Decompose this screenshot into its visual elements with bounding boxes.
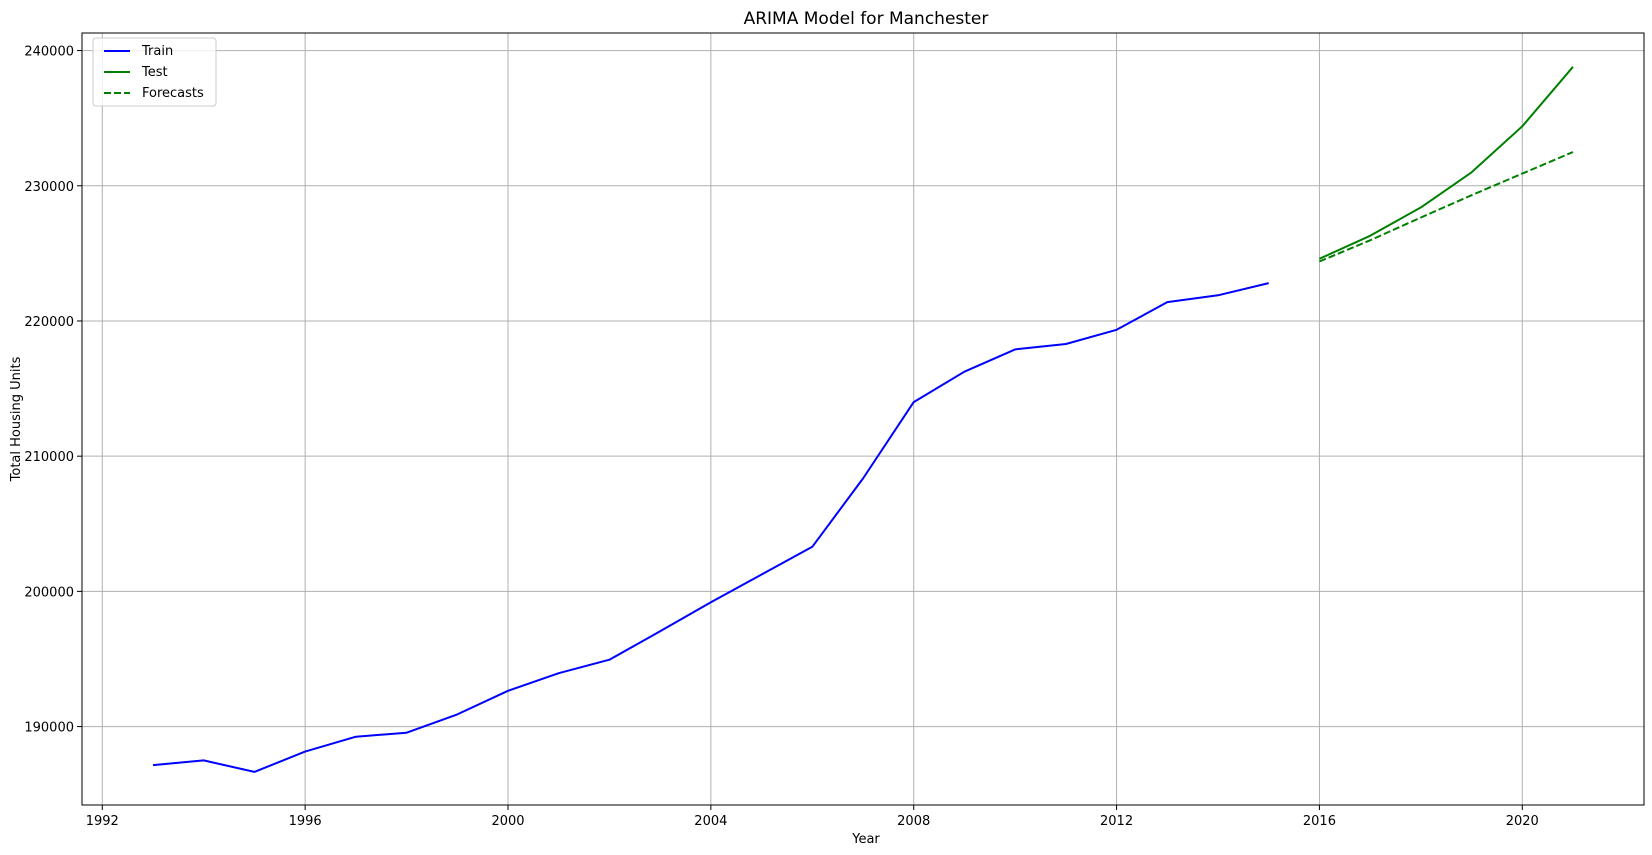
y-tick-label: 200000: [24, 585, 74, 600]
x-tick-label: 2016: [1303, 814, 1336, 829]
series-line-forecasts: [1319, 151, 1574, 263]
x-tick-label: 1996: [289, 814, 322, 829]
y-axis-label: Total Housing Units: [9, 356, 24, 482]
x-tick-label: 2000: [491, 814, 524, 829]
legend-frame: [92, 37, 217, 107]
y-tick-label: 190000: [24, 721, 74, 736]
x-axis-label: Year: [851, 832, 880, 847]
x-tick-label: 1992: [86, 814, 119, 829]
plot-area-frame: [81, 32, 1645, 806]
legend-label-train: Train: [141, 44, 173, 59]
y-tick-label: 210000: [24, 450, 74, 465]
x-tick-label: 2004: [694, 814, 727, 829]
y-axis: 190000 200000 210000 220000 230000 240000: [24, 45, 82, 736]
legend: Train Test Forecasts: [92, 37, 217, 107]
y-tick-label: 240000: [24, 45, 74, 60]
legend-label-forecasts: Forecasts: [142, 86, 204, 101]
x-tick-label: 2008: [897, 814, 930, 829]
series-line-train: [152, 282, 1269, 773]
x-tick-label: 2020: [1506, 814, 1539, 829]
legend-label-test: Test: [141, 65, 168, 80]
x-tick-label: 2012: [1100, 814, 1133, 829]
chart-title: ARIMA Model for Manchester: [744, 9, 989, 29]
y-tick-label: 220000: [24, 315, 74, 330]
y-tick-label: 230000: [24, 180, 74, 195]
series-layer: [152, 66, 1574, 773]
x-axis: 1992 1996 2000 2004 2008 2012 2016 2020: [86, 805, 1539, 829]
series-line-test: [1318, 66, 1574, 260]
grid-layer: [82, 33, 1644, 805]
